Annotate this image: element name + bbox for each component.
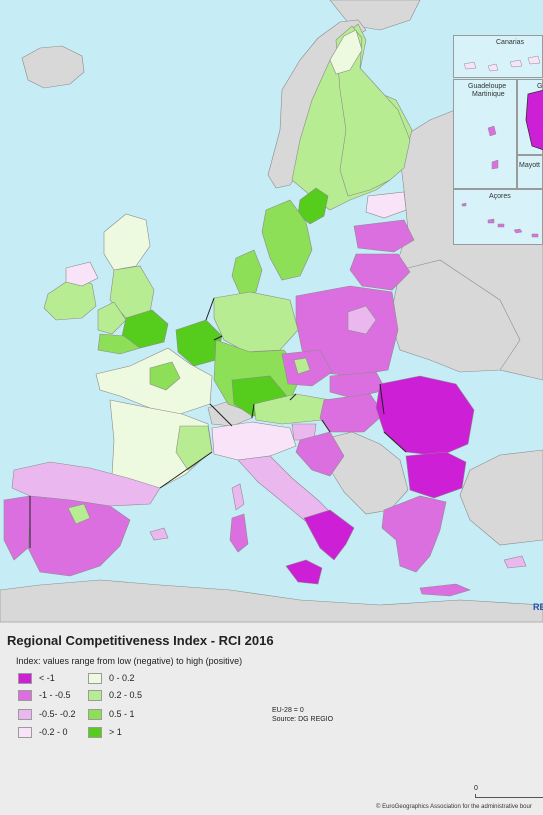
northern-spain-region bbox=[11, 461, 161, 507]
legend-label-4: -0.2 - 0 bbox=[39, 727, 68, 737]
inset-guadeloupe-martinique: Guadeloupe Martinique bbox=[453, 79, 517, 189]
legend-label-5: 0 - 0.2 bbox=[109, 673, 135, 683]
balearic-islands bbox=[149, 527, 169, 541]
iceland-landmass bbox=[21, 45, 85, 89]
note-source: Source: DG REGIO bbox=[272, 716, 334, 723]
ireland-region bbox=[43, 277, 97, 321]
inset-canarias: Canarias bbox=[453, 35, 543, 78]
southwest-england-region bbox=[97, 333, 141, 355]
portugal-region bbox=[3, 495, 31, 561]
romania-region bbox=[375, 375, 475, 457]
paris-region bbox=[149, 361, 181, 391]
lithuania-region bbox=[349, 253, 411, 291]
cyprus-island bbox=[503, 555, 527, 569]
inset-mayotte-label: Mayott bbox=[519, 162, 541, 169]
belarus-ukraine-landmass bbox=[389, 259, 521, 373]
legend-swatch-1 bbox=[18, 673, 32, 684]
northern-ireland-region bbox=[65, 261, 99, 287]
sicily-island bbox=[285, 559, 323, 585]
inset-acores-label: Açores bbox=[489, 193, 511, 200]
legend-swatch-3 bbox=[18, 709, 32, 720]
legend-label-8: > 1 bbox=[109, 727, 122, 737]
latvia-region bbox=[353, 219, 415, 253]
wales-region bbox=[97, 301, 127, 335]
national-border-lines bbox=[29, 297, 407, 548]
map-svg bbox=[0, 0, 543, 622]
legend-label-3: -0.5- -0.2 bbox=[39, 709, 76, 719]
copyright-text: © EuroGeographics Association for the ad… bbox=[376, 804, 532, 810]
legend-swatch-5 bbox=[88, 673, 102, 684]
north-africa-landmass bbox=[0, 579, 543, 622]
map-corner-mark: RE bbox=[533, 602, 543, 612]
finland-north-region bbox=[329, 29, 363, 75]
legend-swatch-8 bbox=[88, 727, 102, 738]
legend-label-2: -1 - -0.5 bbox=[39, 690, 71, 700]
scale-bar-line bbox=[475, 794, 543, 798]
crete-island bbox=[419, 583, 471, 597]
sardinia-island bbox=[229, 513, 249, 553]
southern-france-region bbox=[109, 399, 213, 493]
note-eu-average: EU-28 = 0 bbox=[272, 707, 304, 714]
northern-germany-region bbox=[213, 291, 299, 353]
inset-guyane: Gu bbox=[517, 79, 543, 155]
legend-panel: Regional Competitiveness Index - RCI 201… bbox=[0, 622, 543, 815]
inset-martinique-label: Martinique bbox=[472, 91, 505, 98]
inset-guyane-label: Gu bbox=[537, 83, 543, 90]
legend-swatch-4 bbox=[18, 727, 32, 738]
legend-swatch-2 bbox=[18, 690, 32, 701]
scotland-region bbox=[103, 213, 151, 271]
legend-swatch-6 bbox=[88, 690, 102, 701]
legend-swatch-7 bbox=[88, 709, 102, 720]
prague-region bbox=[293, 357, 311, 375]
legend-label-7: 0.5 - 1 bbox=[109, 709, 135, 719]
inset-canarias-label: Canarias bbox=[496, 39, 525, 46]
southern-italy-region bbox=[303, 509, 355, 561]
legend-title: Regional Competitiveness Index - RCI 201… bbox=[7, 633, 274, 648]
legend-label-6: 0.2 - 0.5 bbox=[109, 690, 143, 700]
madrid-region bbox=[67, 503, 91, 525]
inset-mayotte: Mayott bbox=[517, 155, 543, 189]
choropleth-map: Canarias Guadeloupe Martinique Gu Mayott… bbox=[0, 0, 543, 622]
inset-guadeloupe-label: Guadeloupe bbox=[468, 83, 507, 90]
northern-italy-region bbox=[211, 421, 297, 461]
rhone-alpes-region bbox=[175, 425, 213, 471]
corsica-island bbox=[231, 483, 245, 511]
estonia-region bbox=[365, 191, 407, 219]
inset-acores: Açores bbox=[453, 189, 543, 245]
legend-subtitle: Index: values range from low (negative) … bbox=[16, 656, 243, 666]
bulgaria-region bbox=[405, 451, 467, 499]
source-note: EU-28 = 0 Source: DG REGIO bbox=[272, 706, 333, 724]
southern-sweden-region bbox=[261, 199, 313, 281]
legend-label-1: < -1 bbox=[39, 673, 55, 683]
turkey-landmass bbox=[459, 449, 543, 546]
greece-region bbox=[381, 495, 447, 573]
denmark-region bbox=[231, 249, 263, 295]
scale-zero-label: 0 bbox=[474, 785, 478, 792]
hungary-region bbox=[319, 393, 385, 433]
scale-bar: 0 bbox=[474, 785, 543, 799]
slovakia-region bbox=[329, 371, 387, 399]
warsaw-region bbox=[347, 305, 377, 335]
